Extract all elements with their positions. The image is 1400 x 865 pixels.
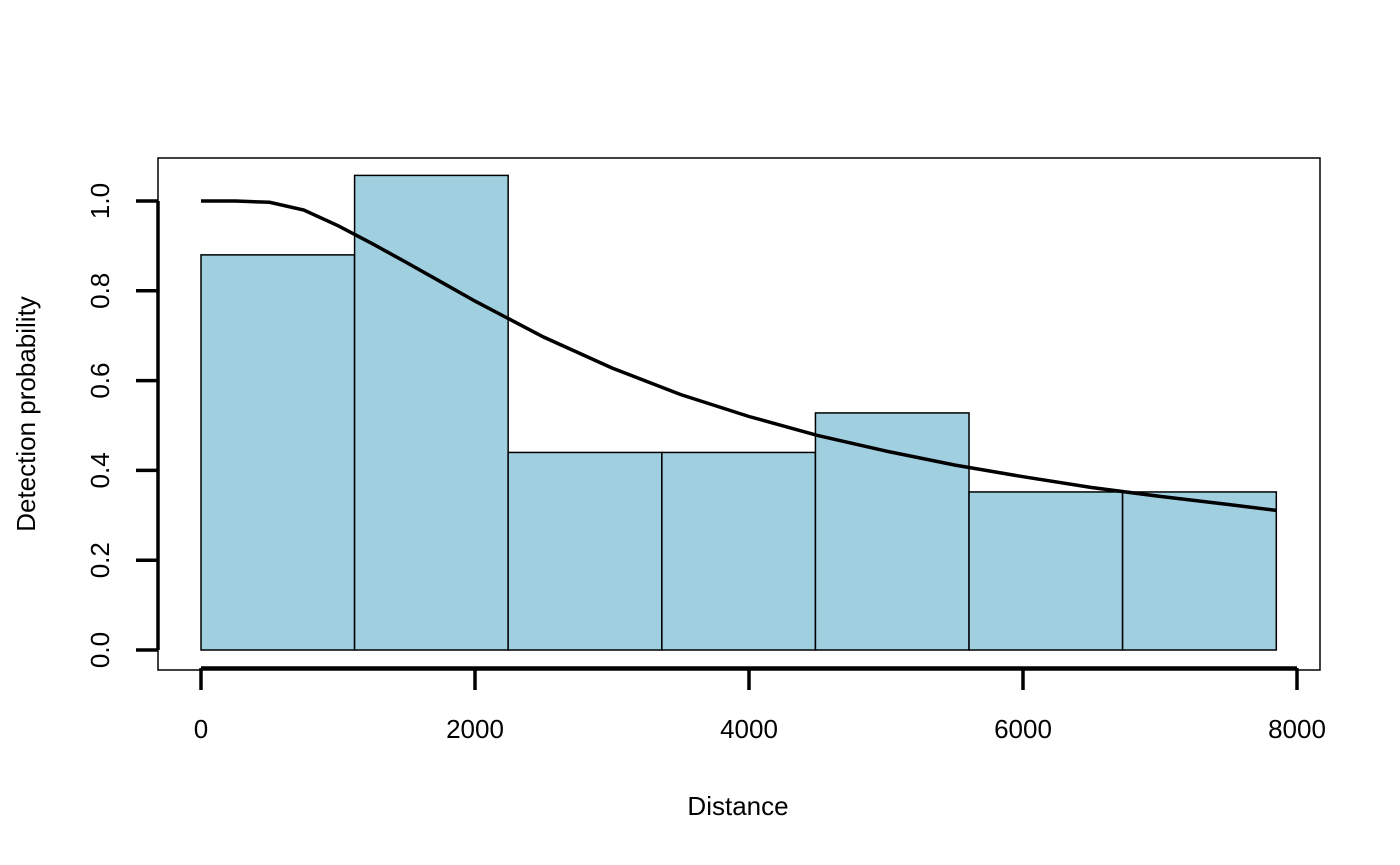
x-tick-label-8000: 8000 bbox=[1268, 714, 1326, 744]
histogram-bars bbox=[200, 174, 1278, 651]
histogram-bar-4 bbox=[661, 451, 817, 651]
histogram-bar-6 bbox=[968, 491, 1124, 651]
x-tick-label-0: 0 bbox=[194, 714, 208, 744]
y-tick-label-0: 0.0 bbox=[85, 632, 115, 668]
histogram-bar-5 bbox=[814, 412, 970, 651]
histogram-bar-7 bbox=[1121, 491, 1278, 651]
y-tick-label-3: 0.6 bbox=[85, 363, 115, 399]
histogram-bar-1 bbox=[200, 254, 356, 651]
detection-curve bbox=[201, 199, 1277, 513]
y-axis: 0.0 0.2 0.4 0.6 0.8 1.0 bbox=[85, 183, 160, 668]
y-tick-label-1: 0.2 bbox=[85, 542, 115, 578]
x-axis: 0 2000 4000 6000 8000 bbox=[194, 666, 1326, 744]
y-tick-label-2: 0.4 bbox=[85, 452, 115, 488]
x-tick-label-2000: 2000 bbox=[446, 714, 504, 744]
histogram-bar-3 bbox=[507, 451, 663, 651]
y-axis-title: Detection probability bbox=[11, 296, 41, 532]
y-tick-label-5: 1.0 bbox=[85, 183, 115, 219]
x-axis-title: Distance bbox=[687, 791, 788, 821]
y-tick-label-4: 0.8 bbox=[85, 273, 115, 309]
histogram-bar-2 bbox=[353, 174, 509, 651]
x-tick-label-4000: 4000 bbox=[720, 714, 778, 744]
x-tick-label-6000: 6000 bbox=[994, 714, 1052, 744]
